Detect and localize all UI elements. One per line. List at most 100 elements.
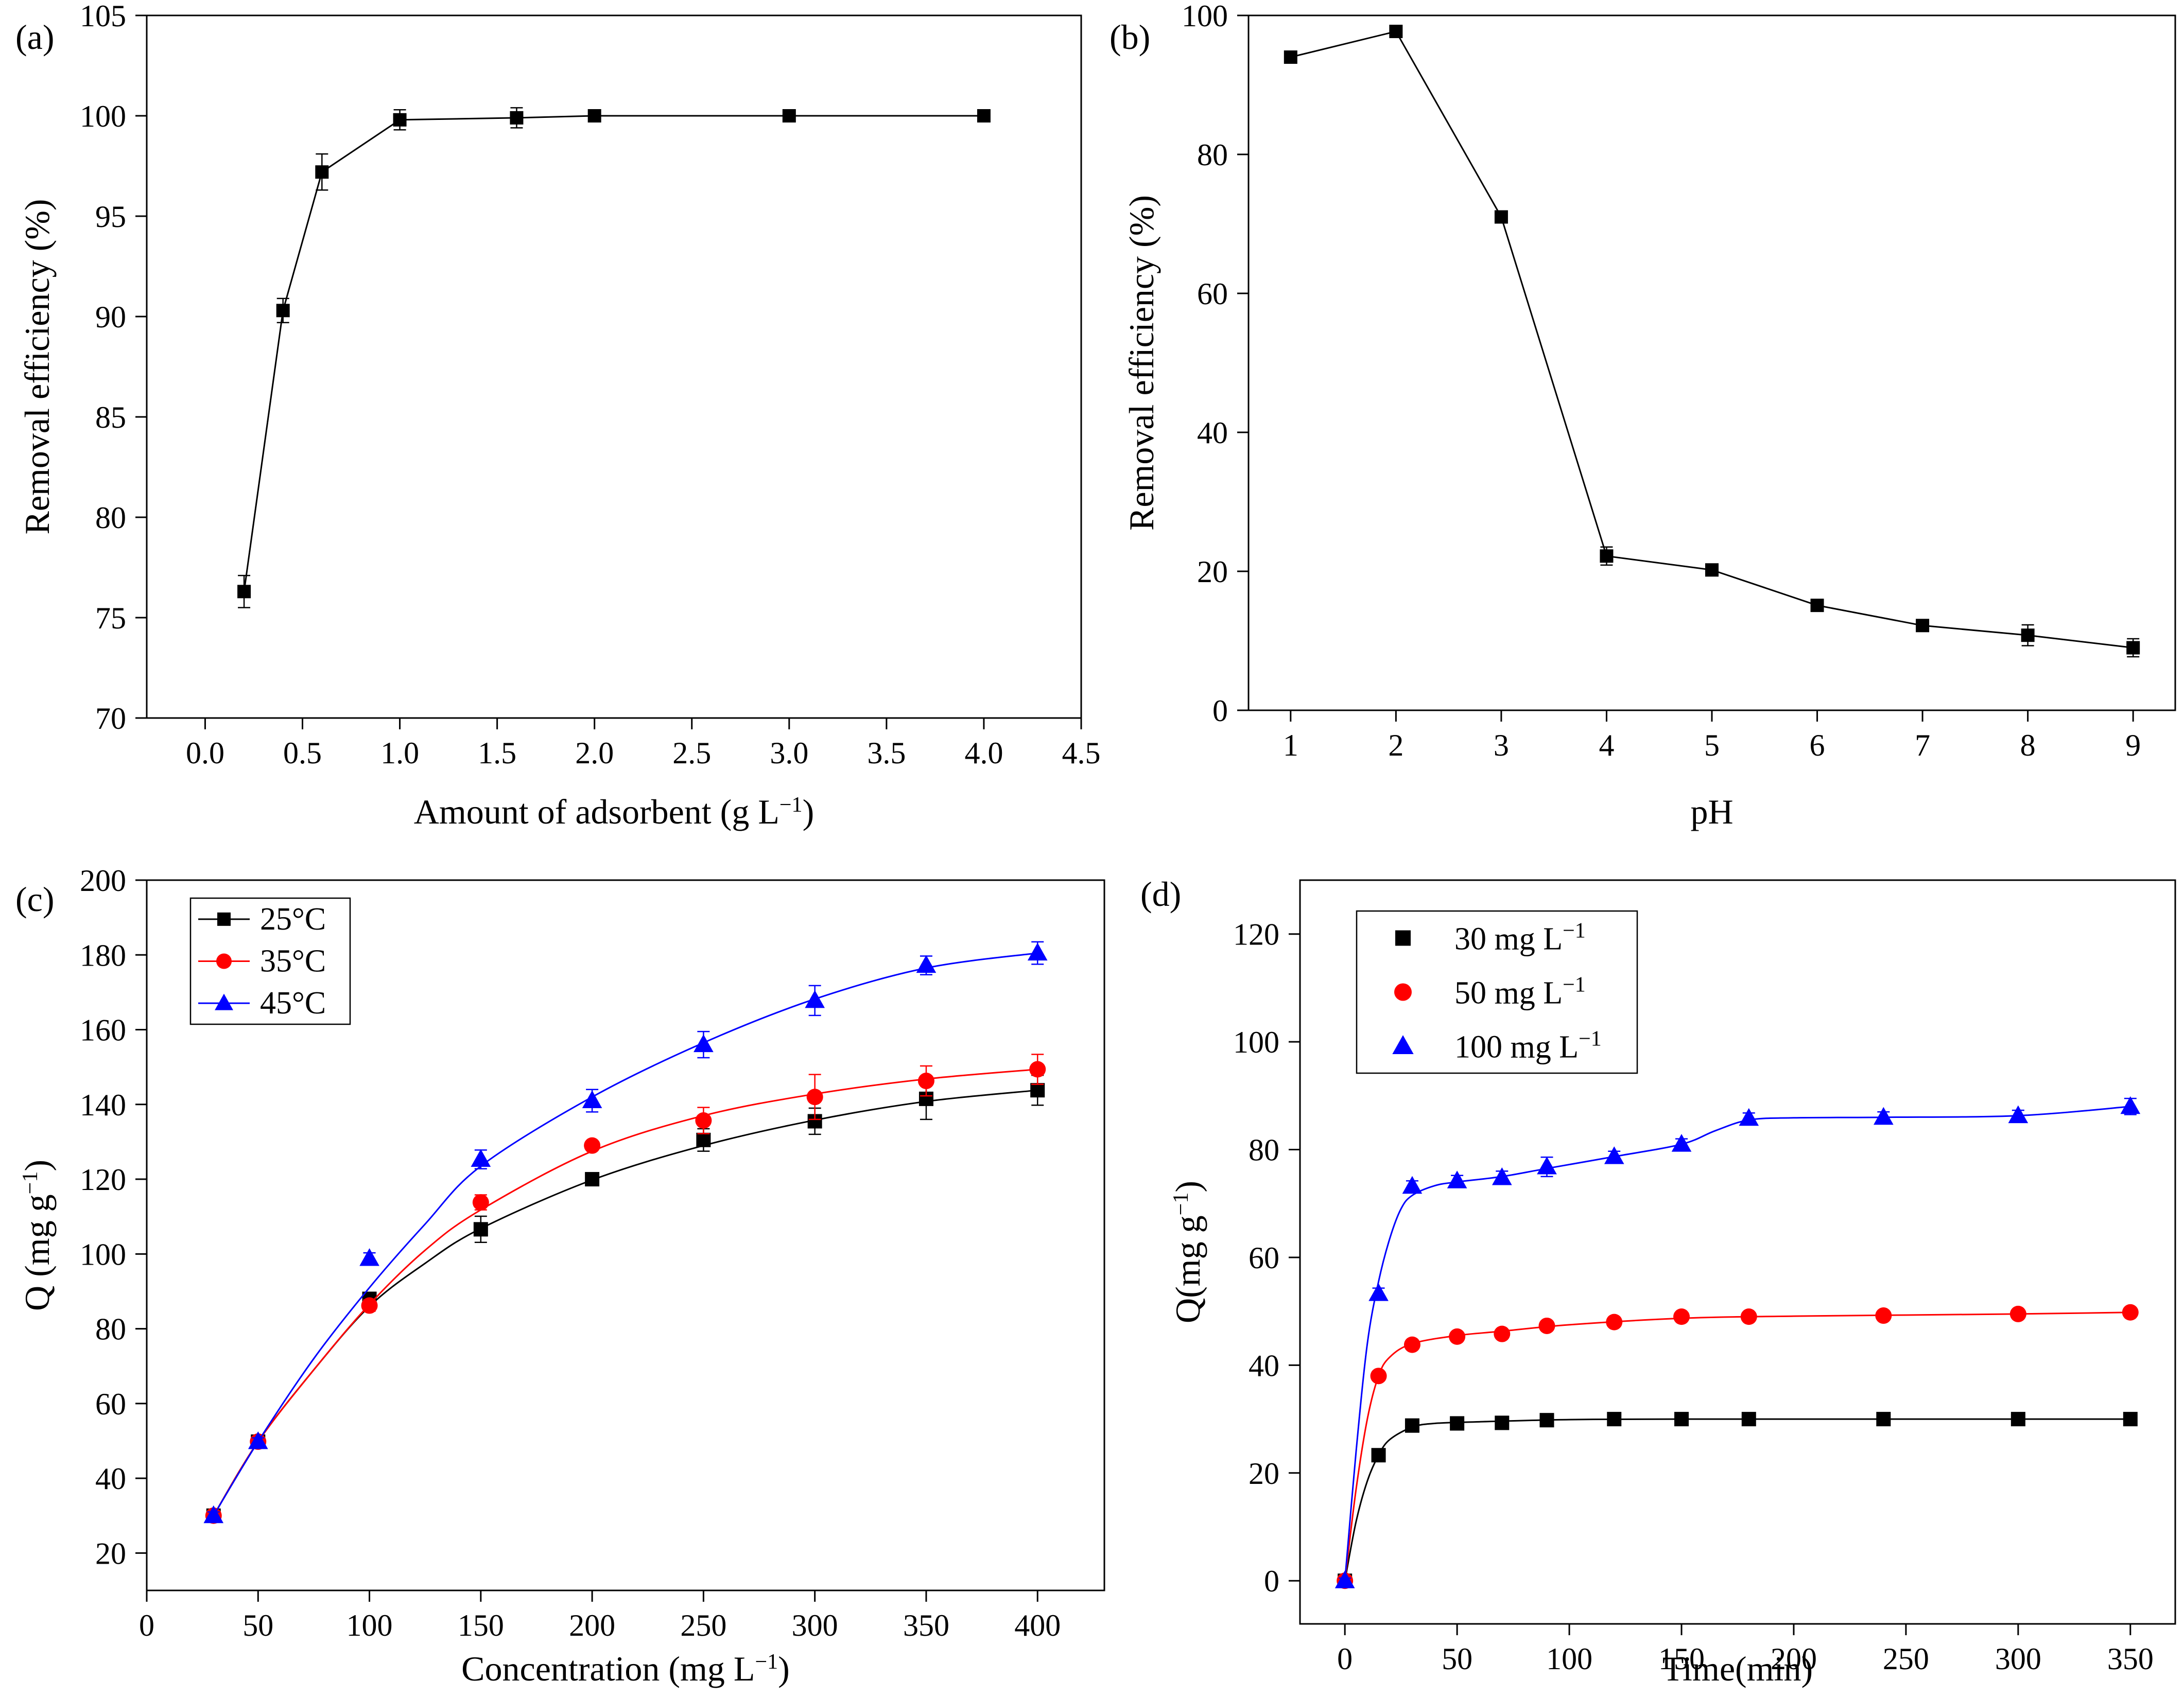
panel-label-c: (c) — [15, 880, 54, 919]
data-point — [1284, 50, 1297, 64]
data-point — [1538, 1317, 1555, 1334]
series-line-d-2 — [1344, 1106, 2130, 1581]
y-tick-label: 120 — [1233, 918, 1279, 952]
data-point — [359, 1248, 379, 1266]
y-tick-label: 80 — [1249, 1133, 1279, 1167]
y-tick-label: 85 — [95, 400, 126, 434]
y-tick-label: 105 — [80, 0, 126, 33]
x-tick-label: 1.5 — [478, 736, 516, 770]
data-point — [1674, 1412, 1689, 1427]
y-tick-label: 20 — [1197, 555, 1228, 589]
plot-frame-c — [146, 879, 1105, 1591]
legend-label: 35°C — [260, 944, 326, 979]
x-tick-label: 5 — [1704, 728, 1720, 762]
x-tick-label: 1.0 — [380, 736, 419, 770]
panel-d: (d) 0 50 100 150 200 250 300 350 0 20 40 60 80 100 120 T… — [1140, 874, 2176, 1688]
x-axis-title-b: pH — [1690, 792, 1733, 831]
data-point — [977, 109, 991, 122]
series-d-0 — [1338, 1412, 2138, 1588]
data-point — [1027, 942, 1048, 961]
x-tick-label: 4.5 — [1062, 736, 1101, 770]
data-point — [1450, 1416, 1465, 1431]
data-point — [361, 1297, 378, 1314]
data-point — [393, 113, 407, 127]
x-tick-label: 3.0 — [770, 736, 808, 770]
series-a-0 — [237, 107, 991, 608]
data-point — [1741, 1412, 1756, 1427]
series-line-d-1 — [1344, 1311, 2130, 1581]
x-tick-label: 4.0 — [964, 736, 1003, 770]
data-point — [2008, 1105, 2029, 1124]
data-point — [510, 111, 524, 125]
y-axis-title-b-main: Removal efficiency (%) — [1122, 195, 1161, 531]
data-point — [276, 304, 290, 318]
data-point — [1810, 599, 1824, 612]
data-point — [1916, 619, 1930, 633]
data-point — [2126, 641, 2140, 655]
data-point — [582, 1090, 602, 1109]
y-axis-title-c-superscript: −1 — [19, 1171, 42, 1195]
y-tick-label: 200 — [80, 864, 126, 898]
data-point — [694, 1034, 714, 1053]
x-tick-label: 0.0 — [186, 736, 224, 770]
x-tick-label: 300 — [1995, 1642, 2041, 1676]
panel-b: (b) 1 2 3 4 5 6 7 8 9 0 20 40 60 80 100 pH Removal effici… — [1110, 0, 2176, 831]
data-point — [1673, 1308, 1690, 1325]
x-tick-label: 100 — [1546, 1642, 1592, 1676]
x-axis-title-c-main: Concentration (mg L — [461, 1649, 755, 1688]
data-point — [782, 109, 796, 122]
series-line-c-0 — [213, 1089, 1038, 1516]
x-tick-label: 250 — [1883, 1642, 1929, 1676]
data-point — [473, 1222, 488, 1237]
data-point — [1537, 1157, 1557, 1175]
data-point — [1705, 563, 1719, 577]
x-tick-label: 2.5 — [672, 736, 711, 770]
y-axis-title-c-main: Q (mg g — [18, 1194, 57, 1311]
legend-label: 30 mg L−1 — [1454, 919, 1586, 957]
data-point — [1875, 1307, 1892, 1324]
y-tick-label: 40 — [1197, 416, 1228, 450]
legend-marker — [1392, 1035, 1414, 1055]
x-tick-label: 150 — [458, 1608, 504, 1642]
x-axis-title-a-main: Amount of adsorbent (g L — [414, 792, 779, 831]
legend-label: 25°C — [260, 902, 326, 937]
plot-frame-a — [146, 14, 1082, 719]
series-line-c-1 — [213, 1069, 1038, 1516]
x-tick-label: 350 — [2107, 1642, 2154, 1676]
x-axis-title-a-superscript: −1 — [779, 793, 803, 817]
plot-frame-b — [1247, 14, 2176, 711]
y-axis-title-a: Removal efficiency (%) — [18, 199, 57, 534]
data-point — [2009, 1305, 2026, 1322]
y-tick-label: 100 — [80, 1237, 126, 1271]
data-point — [1403, 1336, 1420, 1353]
y-tick-label: 60 — [1197, 277, 1228, 311]
x-tick-label: 6 — [1810, 728, 1825, 762]
legend-marker — [215, 993, 233, 1010]
data-point — [1606, 1314, 1623, 1331]
y-tick-label: 70 — [95, 702, 126, 736]
data-point — [248, 1431, 268, 1449]
x-tick-label: 150 — [1658, 1642, 1705, 1676]
x-tick-label: 0 — [1337, 1642, 1353, 1676]
y-tick-label: 180 — [80, 938, 126, 972]
y-tick-label: 40 — [1249, 1349, 1279, 1382]
data-point — [1494, 1325, 1511, 1342]
y-tick-label: 95 — [95, 200, 126, 234]
x-tick-label: 0.5 — [283, 736, 322, 770]
data-point — [237, 585, 251, 599]
data-point — [1739, 1108, 1759, 1126]
y-tick-label: 100 — [1233, 1025, 1279, 1059]
x-axis-title-a-end: ) — [803, 792, 814, 831]
legend-label: 45°C — [260, 986, 326, 1021]
y-axis-title-d: Q(mg g−1) — [1168, 1181, 1207, 1323]
series-c-0 — [206, 1074, 1045, 1523]
data-point — [1874, 1107, 1894, 1125]
y-axis-title-d-superscript: −1 — [1169, 1193, 1193, 1216]
y-tick-label: 0 — [1264, 1564, 1279, 1598]
data-point — [1876, 1412, 1891, 1427]
x-tick-label: 300 — [792, 1608, 838, 1642]
legend-label: 50 mg L−1 — [1454, 973, 1586, 1011]
data-point — [471, 1149, 491, 1167]
